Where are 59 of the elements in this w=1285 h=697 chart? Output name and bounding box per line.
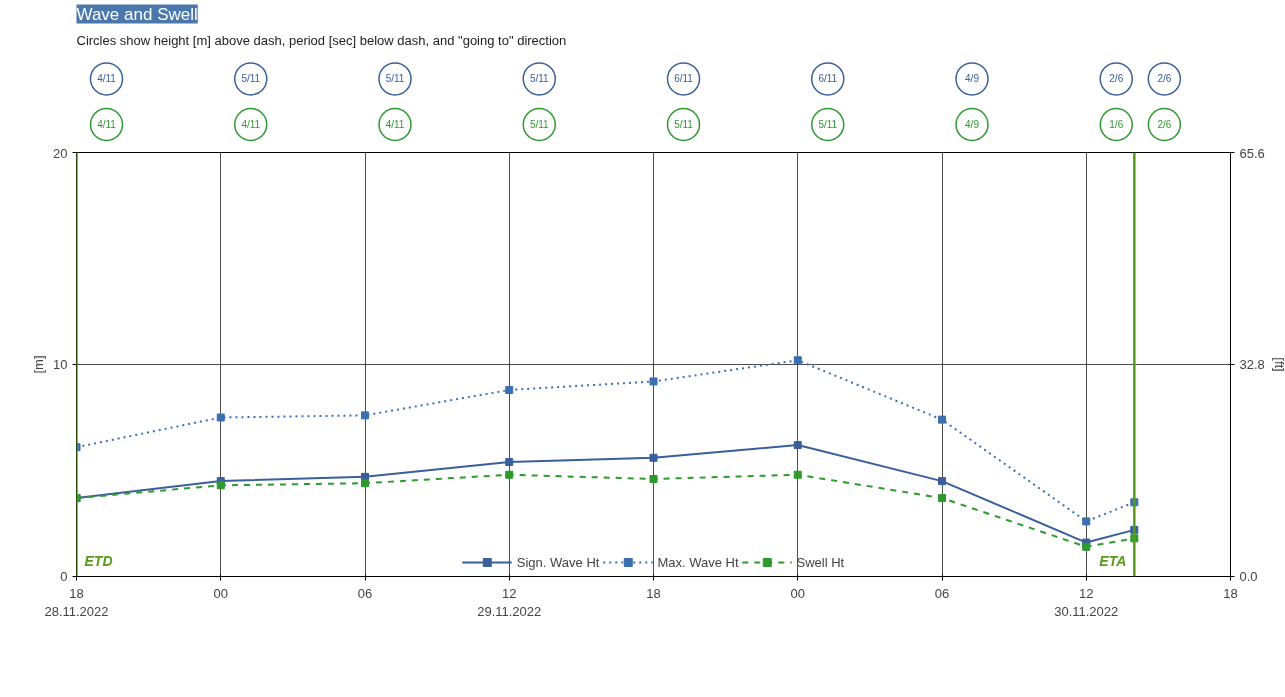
point [649,453,658,462]
point [505,458,514,467]
y-axis-title: [m] [31,355,47,374]
point [1082,517,1091,526]
x-tick-label: 06 [934,585,950,601]
chart-title: Wave and Swell [76,4,198,24]
text: 5/11 [818,119,838,130]
point [505,385,514,394]
text: 5/11 [241,73,261,85]
point [938,477,946,486]
point [361,411,369,420]
x-tick-label: 12 29.11.2022 [477,585,542,619]
text: 5/11 [674,119,694,130]
text: 2/6 [1157,119,1172,130]
x-tick-label: 18 [646,585,661,601]
text: 1/6 [1109,119,1124,130]
y-tick-label: 20 [53,145,68,161]
point [938,494,946,503]
text: 4/11 [385,119,405,130]
point [793,470,802,479]
text: 5/11 [385,73,405,85]
text: 6/11 [818,73,838,85]
point [216,481,225,490]
x-tick-label: 18 28.11.2022 [44,585,109,619]
chart-subtitle: Circles show height [m] above dash, period [sec] below dash, and "going to" direction [76,32,567,48]
point [1082,542,1091,551]
legend-label: Max. Wave Ht [657,554,739,570]
text: 4/9 [965,73,980,85]
x-tick-label: 18 [1223,585,1238,601]
text: 4/11 [97,119,117,130]
x-tick-label: 00 [213,585,228,601]
x-tick-label: 00 [790,585,805,601]
ref-line-label: ETA [1099,552,1127,569]
point [216,413,225,422]
text: 5/11 [529,73,550,85]
y-tick-label: 10 [53,357,68,372]
text: 2/6 [1157,73,1172,85]
point [649,377,658,386]
y-tick-label: 0 [60,569,68,584]
point [505,470,514,479]
y2-axis-title: [ft] [1271,357,1285,372]
text: 4/9 [965,119,980,130]
x-tick-label: 12 30.11.2022 [1054,585,1119,619]
y2-tick-label: 32.8 [1239,357,1265,372]
text: 4/11 [241,119,261,130]
x-tick-label: 06 [357,585,373,601]
y2-tick-label: 65.6 [1239,145,1265,161]
y2-tick-label: 0.0 [1239,569,1258,584]
point [649,474,658,483]
point [361,479,369,488]
text: 2/6 [1109,73,1124,85]
text: 4/11 [97,73,117,85]
point [793,356,802,365]
point [938,415,946,424]
text: 5/11 [529,119,550,130]
ref-line-label: ETD [84,552,113,569]
legend-label: Sign. Wave Ht [516,554,600,570]
text: 6/11 [674,73,694,85]
point [793,441,802,450]
